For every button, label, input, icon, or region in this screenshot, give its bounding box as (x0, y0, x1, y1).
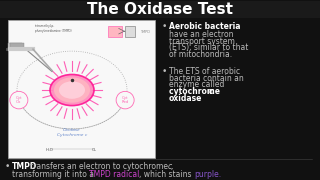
Text: Cyt: Cyt (16, 96, 22, 100)
Bar (125, 26, 135, 37)
Ellipse shape (59, 81, 85, 99)
FancyBboxPatch shape (8, 43, 22, 49)
Text: transforming it into a: transforming it into a (12, 170, 96, 179)
Text: oxidase: oxidase (169, 94, 202, 103)
Text: , which stains: , which stains (139, 170, 194, 179)
Text: transport system: transport system (169, 37, 235, 46)
Text: TMPD: TMPD (12, 162, 37, 171)
Text: enzyme called: enzyme called (169, 80, 224, 89)
FancyBboxPatch shape (10, 43, 24, 49)
Text: .: . (197, 94, 200, 103)
Text: Cytochrome c: Cytochrome c (57, 133, 87, 137)
Text: Cyt: Cyt (122, 96, 128, 100)
Text: Oxidase: Oxidase (63, 128, 81, 132)
Text: bacteria contain an: bacteria contain an (169, 73, 244, 82)
Bar (0, 1, 320, 18)
Text: TMPD: TMPD (140, 30, 150, 34)
Text: O₂: O₂ (92, 148, 96, 152)
Text: purple.: purple. (194, 170, 221, 179)
Text: tetramethyl-p-
phenylenediamine (TMPD): tetramethyl-p- phenylenediamine (TMPD) (35, 24, 72, 33)
Ellipse shape (54, 77, 90, 103)
Text: H₂O: H₂O (46, 148, 54, 152)
Text: •: • (162, 67, 167, 76)
Circle shape (10, 91, 28, 109)
Text: c,: c, (168, 162, 175, 171)
Text: The ETS of aerobic: The ETS of aerobic (169, 67, 240, 76)
Circle shape (116, 91, 134, 109)
Text: Red: Red (121, 100, 129, 104)
Text: TMPD radical: TMPD radical (89, 170, 140, 179)
Text: transfers an electron to cytochrome: transfers an electron to cytochrome (30, 162, 170, 171)
Text: of mitochondria.: of mitochondria. (169, 50, 232, 59)
Text: The Oxidase Test: The Oxidase Test (87, 2, 233, 17)
Text: c: c (209, 87, 213, 96)
Text: Ox: Ox (16, 100, 21, 104)
Text: •: • (5, 162, 10, 171)
Bar (108, 26, 122, 37)
Text: (ETS), similar to that: (ETS), similar to that (169, 43, 248, 52)
Ellipse shape (50, 75, 94, 106)
Text: •: • (162, 22, 167, 31)
Bar (8, 20, 155, 158)
Text: cytochrome: cytochrome (169, 87, 223, 96)
Text: Aerobic bacteria: Aerobic bacteria (169, 22, 241, 31)
Text: have an electron: have an electron (169, 30, 234, 39)
